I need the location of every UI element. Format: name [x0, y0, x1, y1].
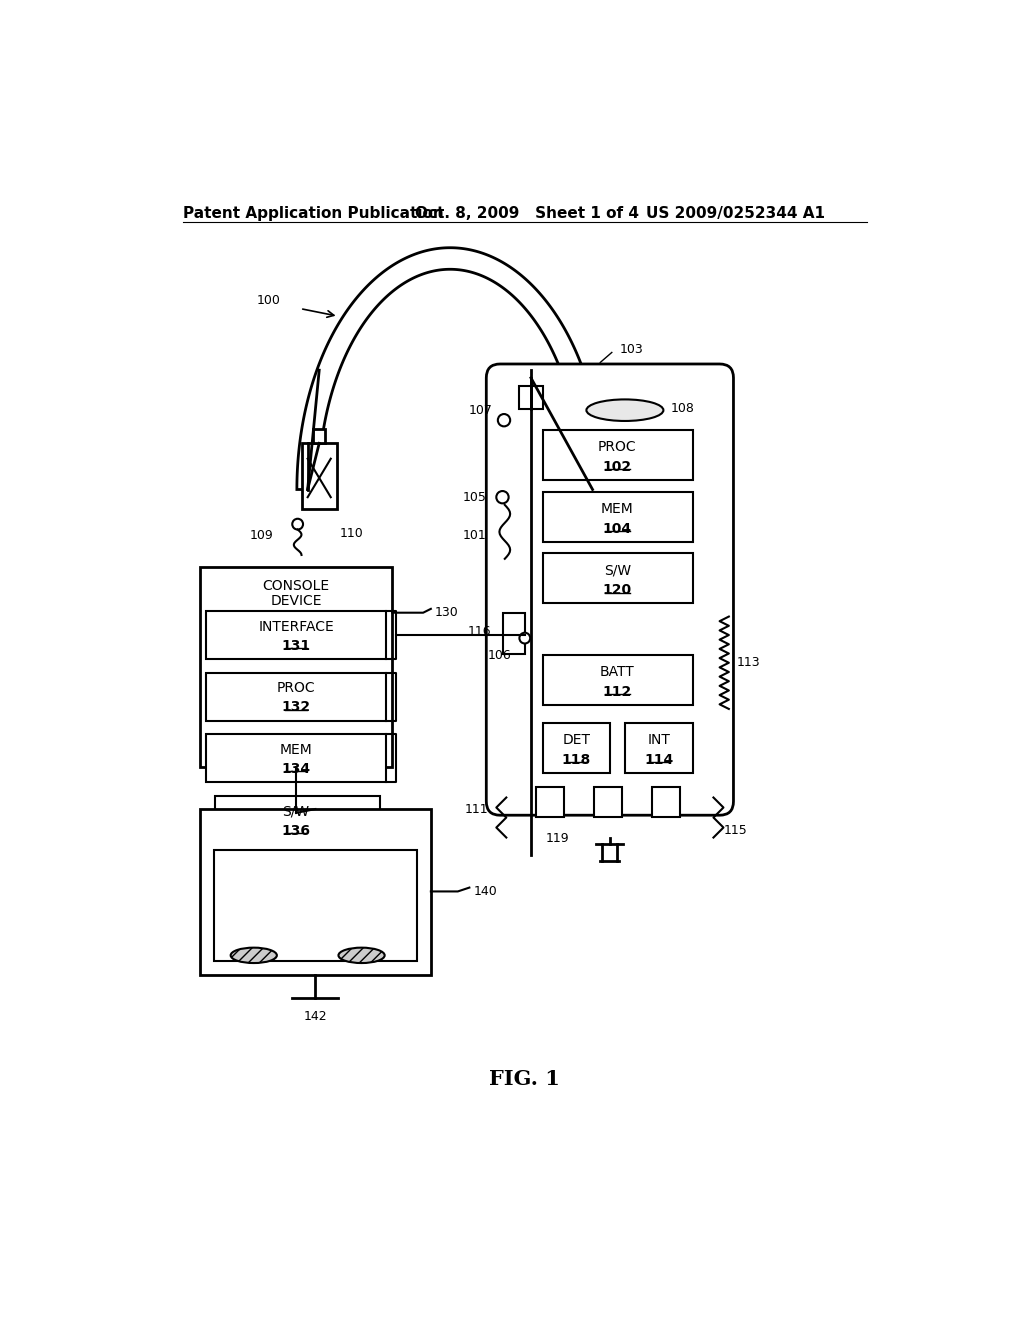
Text: 102: 102 — [603, 461, 632, 474]
Text: PROC: PROC — [598, 440, 637, 454]
Text: US 2009/0252344 A1: US 2009/0252344 A1 — [646, 206, 825, 222]
Ellipse shape — [230, 948, 276, 964]
Bar — [543, 430, 692, 480]
Bar — [519, 385, 543, 409]
Text: MEM: MEM — [601, 502, 634, 516]
Text: 107: 107 — [469, 404, 493, 417]
Text: 101: 101 — [463, 529, 486, 543]
Polygon shape — [297, 248, 603, 490]
Circle shape — [292, 519, 303, 529]
Text: INT: INT — [647, 733, 671, 747]
Bar — [503, 612, 524, 653]
Text: 103: 103 — [620, 343, 643, 356]
Text: FIG. 1: FIG. 1 — [489, 1069, 560, 1089]
Text: 134: 134 — [282, 762, 310, 776]
Text: Patent Application Publication: Patent Application Publication — [183, 206, 443, 222]
Bar — [543, 723, 610, 774]
Text: INTERFACE: INTERFACE — [258, 619, 334, 634]
Bar — [214, 850, 417, 961]
Text: S/W: S/W — [283, 804, 309, 818]
Text: 120: 120 — [603, 583, 632, 598]
Bar — [206, 611, 386, 659]
Text: 100: 100 — [257, 294, 281, 308]
Text: 108: 108 — [671, 403, 695, 416]
Text: S/W: S/W — [603, 564, 631, 577]
Text: MEM: MEM — [280, 743, 312, 756]
Text: 116: 116 — [467, 626, 490, 639]
Ellipse shape — [587, 400, 664, 421]
Text: 130: 130 — [435, 606, 459, 619]
Text: 110: 110 — [340, 527, 364, 540]
Bar — [543, 553, 692, 603]
Text: BATT: BATT — [600, 665, 635, 678]
Text: 115: 115 — [724, 824, 748, 837]
Text: 118: 118 — [562, 752, 591, 767]
Text: Oct. 8, 2009   Sheet 1 of 4: Oct. 8, 2009 Sheet 1 of 4 — [416, 206, 639, 222]
Text: PROC: PROC — [276, 681, 315, 696]
Circle shape — [498, 414, 510, 426]
FancyBboxPatch shape — [486, 364, 733, 816]
Text: 111: 111 — [465, 803, 488, 816]
Text: 104: 104 — [603, 521, 632, 536]
Bar — [313, 429, 326, 444]
Text: 113: 113 — [736, 656, 760, 669]
Bar — [543, 492, 692, 543]
Bar — [652, 788, 680, 817]
Bar — [215, 796, 380, 843]
Text: DEVICE: DEVICE — [270, 594, 322, 609]
Circle shape — [519, 632, 530, 644]
Text: 105: 105 — [463, 491, 486, 504]
Bar — [301, 444, 337, 508]
Bar — [200, 809, 431, 974]
Bar — [200, 566, 392, 767]
Circle shape — [497, 491, 509, 503]
Text: 119: 119 — [546, 832, 569, 845]
Text: 114: 114 — [644, 752, 674, 767]
Bar — [625, 723, 692, 774]
Ellipse shape — [339, 948, 385, 964]
Text: DET: DET — [562, 733, 591, 747]
Text: 142: 142 — [303, 1010, 328, 1023]
Bar — [537, 788, 564, 817]
Text: 132: 132 — [282, 701, 310, 714]
Text: 131: 131 — [282, 639, 310, 653]
Text: 140: 140 — [473, 884, 497, 898]
Bar — [206, 673, 386, 721]
Text: 109: 109 — [249, 529, 273, 543]
Text: 112: 112 — [602, 685, 632, 700]
Text: CONSOLE: CONSOLE — [262, 578, 330, 593]
Text: 136: 136 — [282, 824, 310, 838]
Bar — [594, 788, 622, 817]
Bar — [543, 655, 692, 705]
Text: 106: 106 — [488, 648, 512, 661]
Bar — [206, 734, 386, 781]
